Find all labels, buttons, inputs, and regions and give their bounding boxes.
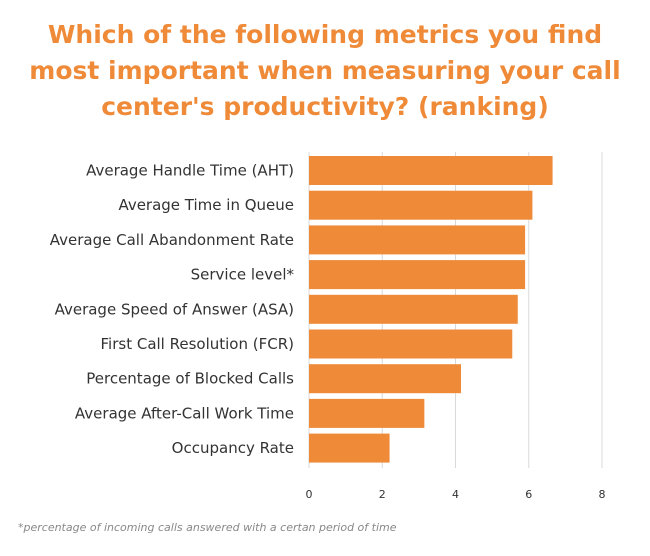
- category-label: Percentage of Blocked Calls: [86, 370, 294, 388]
- category-label: First Call Resolution (FCR): [101, 335, 294, 353]
- x-tick-label: 2: [379, 488, 386, 501]
- chart-title-line-3: center's productivity? (ranking): [101, 92, 549, 121]
- x-tick-label: 4: [452, 488, 459, 501]
- chart-title: Which of the following metrics you find …: [0, 17, 650, 125]
- chart-title-line-1: Which of the following metrics you find: [47, 20, 603, 49]
- bar: [309, 398, 425, 428]
- bar: [309, 329, 513, 359]
- bars: [309, 156, 553, 463]
- category-label: Average After-Call Work Time: [75, 404, 294, 422]
- category-label: Occupancy Rate: [172, 439, 294, 457]
- category-label: Average Time in Queue: [118, 196, 294, 214]
- category-label: Average Speed of Answer (ASA): [55, 300, 294, 318]
- category-label: Average Call Abandonment Rate: [50, 231, 294, 249]
- category-label: Average Handle Time (AHT): [86, 162, 294, 180]
- bar: [309, 294, 518, 324]
- bar: [309, 364, 461, 394]
- chart-title-line-2: most important when measuring your call: [29, 56, 621, 85]
- bar: [309, 225, 526, 255]
- category-label: Service level*: [191, 266, 295, 284]
- bar: [309, 433, 390, 463]
- x-tick-label: 0: [306, 488, 313, 501]
- x-tick-label: 6: [525, 488, 532, 501]
- bar: [309, 190, 533, 220]
- category-labels: Average Handle Time (AHT) Average Time in…: [50, 162, 295, 458]
- bar: [309, 260, 526, 290]
- x-tick-label: 8: [599, 488, 606, 501]
- x-axis-tick-labels: 0 2 4 6 8: [306, 488, 606, 501]
- bar: [309, 156, 553, 185]
- footnote: *percentage of incoming calls answered w…: [18, 521, 397, 534]
